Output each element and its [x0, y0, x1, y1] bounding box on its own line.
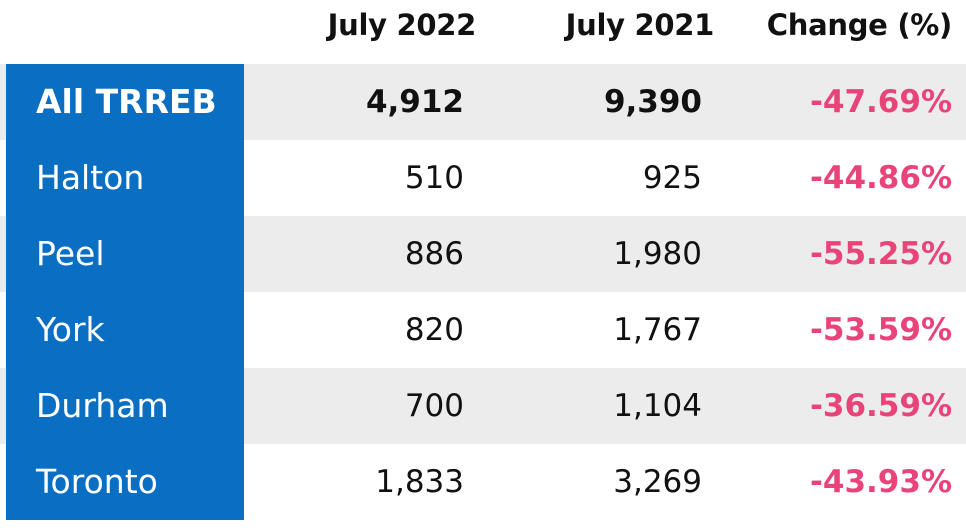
table-row-all-trreb: All TRREB 4,912 9,390 -47.69%	[0, 64, 966, 140]
value-july-2022: 510	[404, 160, 464, 196]
value-july-2022: 1,833	[375, 464, 464, 500]
region-label: All TRREB	[6, 64, 244, 140]
region-label: Toronto	[6, 444, 244, 520]
value-july-2022: 700	[404, 388, 464, 424]
table-row-peel: Peel 886 1,980 -55.25%	[0, 216, 966, 292]
region-label: York	[6, 292, 244, 368]
value-july-2021: 1,104	[613, 388, 702, 424]
table-row-toronto: Toronto 1,833 3,269 -43.93%	[0, 444, 966, 520]
region-label: Durham	[6, 368, 244, 444]
column-header-july-2021: July 2021	[565, 8, 715, 42]
table-header: July 2022 July 2021 Change (%)	[0, 0, 966, 62]
change-percent: -53.59%	[810, 312, 952, 348]
change-percent: -47.69%	[810, 84, 952, 120]
change-percent: -43.93%	[810, 464, 952, 500]
change-percent: -44.86%	[810, 160, 952, 196]
region-label: Halton	[6, 140, 244, 216]
value-july-2022: 820	[404, 312, 464, 348]
table-row-halton: Halton 510 925 -44.86%	[0, 140, 966, 216]
table-row-durham: Durham 700 1,104 -36.59%	[0, 368, 966, 444]
region-label: Peel	[6, 216, 244, 292]
column-header-change: Change (%)	[766, 8, 953, 42]
change-percent: -36.59%	[810, 388, 952, 424]
table-row-york: York 820 1,767 -53.59%	[0, 292, 966, 368]
value-july-2021: 1,980	[613, 236, 702, 272]
value-july-2022: 886	[404, 236, 464, 272]
column-header-july-2022: July 2022	[327, 8, 477, 42]
value-july-2021: 9,390	[603, 84, 702, 120]
value-july-2021: 3,269	[613, 464, 702, 500]
value-july-2021: 925	[642, 160, 702, 196]
value-july-2022: 4,912	[365, 84, 464, 120]
value-july-2021: 1,767	[613, 312, 702, 348]
change-percent: -55.25%	[810, 236, 952, 272]
